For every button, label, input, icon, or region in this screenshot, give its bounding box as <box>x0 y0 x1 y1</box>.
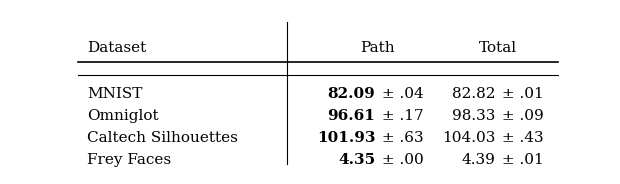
Text: ± .63: ± .63 <box>377 131 423 145</box>
Text: 104.03: 104.03 <box>442 131 495 145</box>
Text: ± .43: ± .43 <box>497 131 544 145</box>
Text: 82.09: 82.09 <box>327 87 376 101</box>
Text: ± .04: ± .04 <box>377 87 423 101</box>
Text: ± .17: ± .17 <box>377 109 423 123</box>
Text: ± .09: ± .09 <box>497 109 544 123</box>
Text: 4.39: 4.39 <box>462 153 495 167</box>
Text: Path: Path <box>360 41 395 55</box>
Text: Caltech Silhouettes: Caltech Silhouettes <box>87 131 238 145</box>
Text: 4.35: 4.35 <box>339 153 376 167</box>
Text: Total: Total <box>479 41 517 55</box>
Text: 96.61: 96.61 <box>327 109 376 123</box>
Text: 98.33: 98.33 <box>452 109 495 123</box>
Text: ± .00: ± .00 <box>377 153 423 167</box>
Text: Dataset: Dataset <box>87 41 146 55</box>
Text: MNIST: MNIST <box>87 87 143 101</box>
Text: 101.93: 101.93 <box>317 131 376 145</box>
Text: Frey Faces: Frey Faces <box>87 153 171 167</box>
Text: ± .01: ± .01 <box>497 87 544 101</box>
Text: ± .01: ± .01 <box>497 153 544 167</box>
Text: Omniglot: Omniglot <box>87 109 159 123</box>
Text: 82.82: 82.82 <box>452 87 495 101</box>
